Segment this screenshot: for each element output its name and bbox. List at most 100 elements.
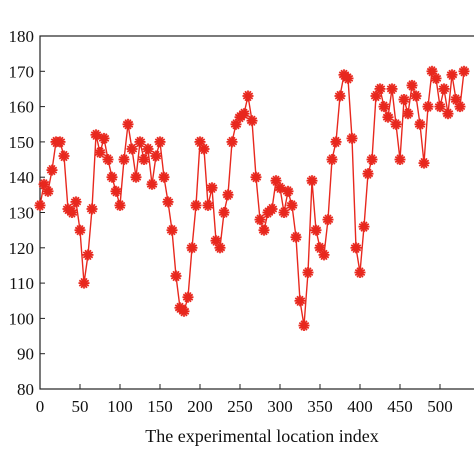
point-ray [414,120,426,128]
point-ray [134,138,146,146]
point-ray [274,184,286,192]
point-ray [70,198,82,206]
data-point [110,185,122,197]
data-point [198,143,210,155]
data-point [282,185,294,197]
data-point [222,189,234,201]
point-ray [282,187,294,195]
x-tick-label: 250 [227,397,253,416]
data-point [438,83,450,95]
data-point [326,154,338,165]
data-point [82,249,94,261]
point-ray [342,74,354,82]
point-ray [266,205,278,213]
data-point [454,101,466,113]
point-ray [158,173,170,181]
data-point [402,108,414,120]
point-ray [106,173,118,181]
x-tick-label: 450 [387,397,413,416]
point-ray [362,170,374,178]
data-point [166,224,178,236]
data-point [430,72,442,84]
point-ray [46,166,58,174]
data-point [150,150,162,162]
point-ray [246,117,258,125]
point-ray [218,208,230,217]
point-ray [210,237,222,245]
data-point [318,249,330,261]
x-tick-label: 0 [36,397,45,416]
data-point [178,305,190,317]
data-point [414,118,426,130]
data-point [186,242,198,254]
y-tick-label: 90 [17,345,34,364]
data-point [290,231,302,243]
point-ray [422,103,434,111]
data-point [434,101,446,113]
data-point [330,136,342,148]
data-point [74,224,86,236]
data-point [350,242,362,254]
data-point [286,199,298,211]
point-ray [118,155,130,164]
point-ray [346,134,358,142]
point-ray [54,138,66,146]
point-ray [334,92,346,100]
data-point [458,65,470,77]
x-tick-label: 350 [307,397,333,416]
data-point [334,90,346,102]
data-point [158,171,170,183]
point-ray [98,134,110,142]
point-ray [170,272,182,280]
point-ray [350,244,362,252]
data-point [386,83,398,95]
data-point [266,203,278,215]
point-ray [182,293,194,301]
point-ray [222,191,234,199]
y-tick-label: 140 [9,168,35,187]
data-point [46,164,58,176]
point-ray [190,201,202,209]
point-ray [390,120,402,128]
data-point [58,150,70,162]
data-point [134,136,146,148]
data-point [130,171,142,183]
point-ray [278,208,290,217]
data-point [358,221,370,233]
point-ray [442,110,454,118]
point-ray [42,187,54,195]
point-ray [270,177,282,185]
point-ray [458,67,470,75]
data-point [342,72,354,84]
point-ray [114,201,126,209]
data-point [106,171,118,183]
point-ray [90,131,102,139]
point-ray [402,110,414,118]
data-point [382,111,394,123]
data-point [142,143,154,155]
point-ray [34,201,46,209]
point-ray [394,155,406,164]
point-ray [286,201,298,209]
data-point [98,132,110,144]
point-ray [142,145,154,153]
point-ray [398,95,410,104]
point-ray [94,148,106,157]
data-point [154,136,166,148]
y-tick-label: 130 [9,204,35,223]
x-tick-label: 150 [147,397,173,416]
y-tick-label: 110 [9,274,34,293]
data-point [66,207,78,218]
x-tick-label: 200 [187,397,213,416]
data-point [390,118,402,130]
data-point [162,196,174,208]
data-point [70,196,82,208]
point-ray [418,159,430,167]
point-ray [58,152,70,160]
point-ray [326,155,338,164]
point-ray [430,74,442,82]
y-tick-label: 180 [9,27,35,46]
series-layer [34,65,470,331]
data-point [354,267,366,278]
point-ray [198,145,210,153]
